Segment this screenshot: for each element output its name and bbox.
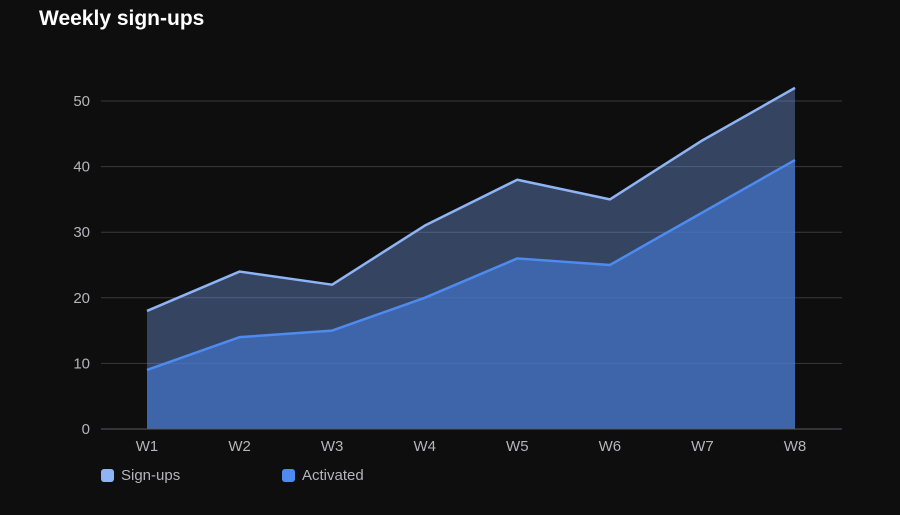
line-sign-ups bbox=[146, 86, 796, 313]
series-lines bbox=[146, 86, 796, 372]
x-tick-label-w8: W8 bbox=[784, 438, 807, 455]
y-tick-label-20: 20 bbox=[73, 290, 90, 307]
x-tick-label-w1: W1 bbox=[136, 438, 159, 455]
y-tick-label-30: 30 bbox=[73, 224, 90, 241]
y-tick-label-50: 50 bbox=[73, 93, 90, 110]
x-tick-label-w3: W3 bbox=[321, 438, 344, 455]
y-tick-label-10: 10 bbox=[73, 355, 90, 372]
chart-title: Weekly sign-ups bbox=[39, 7, 205, 30]
legend-item-activated[interactable]: Activated bbox=[282, 465, 364, 485]
line-activated bbox=[146, 158, 796, 372]
y-axis-tick-labels: 0 10 20 30 40 50 bbox=[73, 93, 90, 438]
x-tick-label-w4: W4 bbox=[413, 438, 436, 455]
legend-swatch-activated bbox=[282, 468, 295, 482]
legend-label-sign-ups: Sign-ups bbox=[121, 466, 181, 484]
area-activated bbox=[147, 160, 795, 430]
legend-label-activated: Activated bbox=[302, 466, 364, 484]
legend-item-sign-ups[interactable]: Sign-ups bbox=[101, 465, 180, 485]
y-tick-label-0: 0 bbox=[82, 421, 90, 438]
x-tick-label-w6: W6 bbox=[599, 438, 622, 455]
x-tick-label-w7: W7 bbox=[691, 438, 714, 455]
series-areas bbox=[147, 87, 795, 430]
x-axis-tick-labels: W1 W2 W3 W4 W5 W6 W7 W8 bbox=[136, 438, 807, 455]
legend: Sign-ups Activated bbox=[101, 465, 461, 485]
x-tick-label-w2: W2 bbox=[228, 438, 251, 455]
legend-swatch-sign-ups bbox=[101, 468, 114, 482]
x-tick-label-w5: W5 bbox=[506, 438, 529, 455]
y-tick-label-40: 40 bbox=[73, 159, 90, 176]
